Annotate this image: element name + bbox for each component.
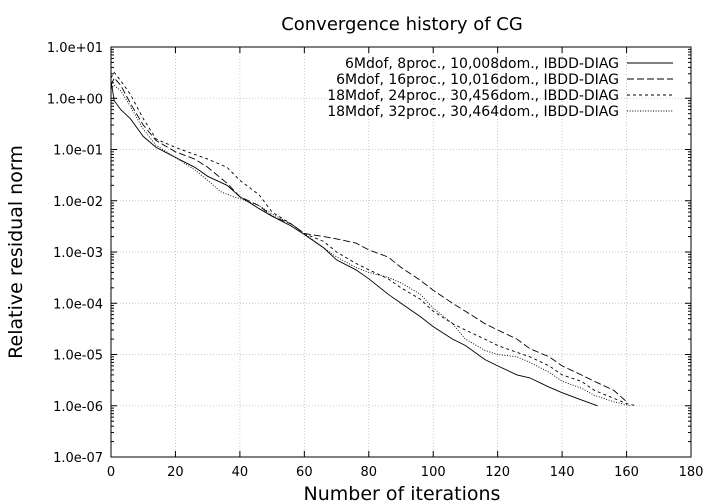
y-tick-label: 1.0e-06 (53, 400, 103, 415)
y-tick-label: 1.0e-07 (53, 451, 103, 466)
grid (111, 47, 691, 457)
x-tick-label: 60 (296, 465, 313, 480)
y-tick-label: 1.0e-03 (53, 246, 103, 261)
series-line-2 (110, 77, 627, 403)
legend: 6Mdof, 8proc., 10,008dom., IBDD-DIAG6Mdo… (327, 56, 673, 120)
y-tick-label: 1.0e+00 (47, 92, 103, 107)
axis-ticks (110, 46, 692, 458)
y-tick-label: 1.0e-04 (53, 297, 103, 312)
chart-title: Convergence history of CG (281, 14, 523, 35)
x-tick-label: 40 (232, 465, 249, 480)
x-tick-label: 0 (107, 465, 115, 480)
y-tick-label: 1.0e-01 (53, 144, 103, 159)
x-tick-label: 100 (421, 465, 446, 480)
x-tick-label: 20 (167, 465, 184, 480)
series-line-3 (110, 71, 637, 407)
y-tick-label: 1.0e-02 (53, 195, 103, 210)
x-tick-labels: 0 20 40 60 80 100 120 140 160 180 (107, 465, 704, 480)
legend-label: 6Mdof, 16proc., 10,016dom., IBDD-DIAG (336, 72, 619, 88)
y-tick-label: 1.0e-05 (53, 349, 103, 364)
series-lines (110, 71, 637, 407)
x-tick-label: 80 (361, 465, 378, 480)
series-line-1 (110, 80, 598, 407)
legend-label: 6Mdof, 8proc., 10,008dom., IBDD-DIAG (345, 56, 619, 72)
x-tick-label: 140 (550, 465, 575, 480)
x-axis-title: Number of iterations (304, 483, 501, 504)
y-tick-labels: 1.0e+01 1.0e+00 1.0e-01 1.0e-02 1.0e-03 1.0e-… (47, 41, 103, 466)
y-axis-title: Relative residual norm (5, 145, 27, 359)
legend-label: 18Mdof, 32proc., 30,464dom., IBDD-DIAG (327, 104, 619, 120)
series-line-4 (110, 84, 630, 407)
x-tick-label: 180 (679, 465, 704, 480)
legend-label: 18Mdof, 24proc., 30,456dom., IBDD-DIAG (327, 88, 619, 104)
x-tick-label: 120 (485, 465, 510, 480)
y-tick-label: 1.0e+01 (47, 41, 103, 56)
x-tick-label: 160 (614, 465, 639, 480)
